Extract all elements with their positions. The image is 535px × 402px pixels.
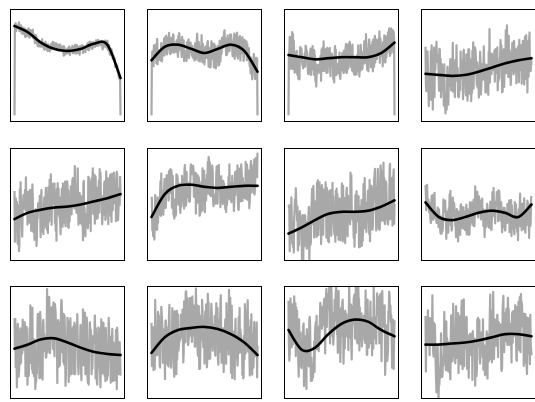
panel-frame xyxy=(284,286,399,399)
panel-3-4 xyxy=(421,286,535,399)
noisy-series-line xyxy=(287,286,396,390)
panel-1-1 xyxy=(10,9,125,122)
noisy-series-line xyxy=(424,24,533,115)
panel-frame xyxy=(421,148,535,261)
trend-series-line xyxy=(424,332,533,346)
trend-series-line xyxy=(13,336,122,357)
noisy-series-line xyxy=(287,27,396,116)
noisy-series-line xyxy=(287,161,396,261)
panel-frame xyxy=(147,9,262,122)
panel-frame xyxy=(284,9,399,122)
noisy-series-line xyxy=(150,152,259,241)
trend-series-line xyxy=(13,192,122,221)
trend-series-line xyxy=(150,183,259,219)
panel-3-2 xyxy=(147,286,262,399)
noisy-series-line xyxy=(424,183,533,243)
panel-frame xyxy=(147,148,262,261)
trend-series-line xyxy=(287,318,396,353)
panel-1-2 xyxy=(147,9,262,122)
trend-series-line xyxy=(150,325,259,357)
noisy-series-line xyxy=(150,29,259,116)
panel-1-4 xyxy=(421,9,535,122)
panel-1-3 xyxy=(284,9,399,122)
panel-frame xyxy=(10,9,125,122)
trend-series-line xyxy=(150,43,259,73)
trend-series-line xyxy=(424,56,533,78)
panel-frame xyxy=(284,148,399,261)
panel-2-1 xyxy=(10,148,125,261)
panel-2-3 xyxy=(284,148,399,261)
panel-2-2 xyxy=(147,148,262,261)
noisy-series-line xyxy=(424,290,533,399)
panel-3-3 xyxy=(284,286,399,399)
trend-series-line xyxy=(424,201,533,222)
noisy-series-line xyxy=(13,165,122,253)
panel-frame xyxy=(421,286,535,399)
noisy-series-line xyxy=(13,288,122,391)
trend-series-line xyxy=(13,24,122,80)
panel-frame xyxy=(10,286,125,399)
trend-series-line xyxy=(287,41,396,61)
panel-3-1 xyxy=(10,286,125,399)
panel-frame xyxy=(421,9,535,122)
panel-2-4 xyxy=(421,148,535,261)
trend-series-line xyxy=(287,199,396,235)
noisy-series-line xyxy=(13,21,122,116)
panel-frame xyxy=(147,286,262,399)
panel-frame xyxy=(10,148,125,261)
